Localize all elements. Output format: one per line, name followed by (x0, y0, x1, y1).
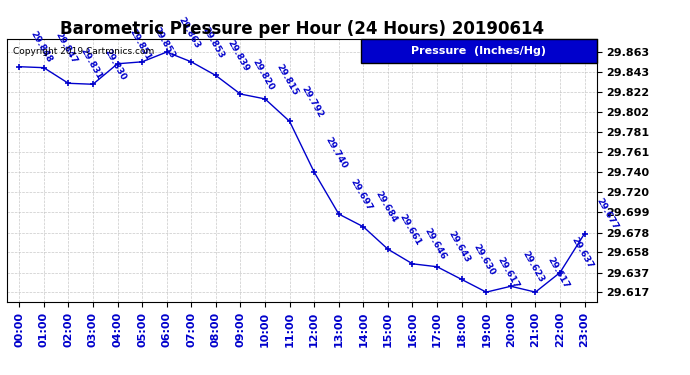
Text: 29.617: 29.617 (496, 255, 521, 290)
Text: Copyright 2019 Cartronics.com: Copyright 2019 Cartronics.com (13, 47, 154, 56)
Text: 29.617: 29.617 (545, 255, 571, 290)
Text: 29.863: 29.863 (177, 15, 201, 50)
Text: 29.623: 29.623 (520, 249, 546, 284)
Text: 29.643: 29.643 (447, 230, 472, 265)
Text: 29.740: 29.740 (324, 135, 349, 170)
Text: 29.839: 29.839 (226, 39, 250, 74)
Text: 29.630: 29.630 (471, 243, 497, 277)
FancyBboxPatch shape (361, 39, 597, 63)
Text: 29.637: 29.637 (570, 236, 595, 270)
Text: 29.677: 29.677 (594, 196, 620, 231)
Text: 29.815: 29.815 (275, 62, 300, 97)
Text: Pressure  (Inches/Hg): Pressure (Inches/Hg) (411, 46, 546, 56)
Text: 29.853: 29.853 (201, 25, 226, 60)
Text: 29.792: 29.792 (299, 84, 324, 119)
Text: 29.697: 29.697 (348, 177, 374, 212)
Text: 29.661: 29.661 (397, 212, 423, 247)
Text: 29.830: 29.830 (103, 48, 128, 82)
Text: 29.820: 29.820 (250, 57, 275, 92)
Text: 29.851: 29.851 (127, 27, 152, 62)
Title: Barometric Pressure per Hour (24 Hours) 20190614: Barometric Pressure per Hour (24 Hours) … (60, 20, 544, 38)
Text: 29.646: 29.646 (422, 227, 447, 262)
Text: 29.684: 29.684 (373, 190, 398, 225)
Text: 29.847: 29.847 (54, 31, 79, 66)
Text: 29.831: 29.831 (78, 46, 104, 81)
Text: 29.848: 29.848 (29, 30, 54, 64)
Text: 29.853: 29.853 (152, 25, 177, 60)
